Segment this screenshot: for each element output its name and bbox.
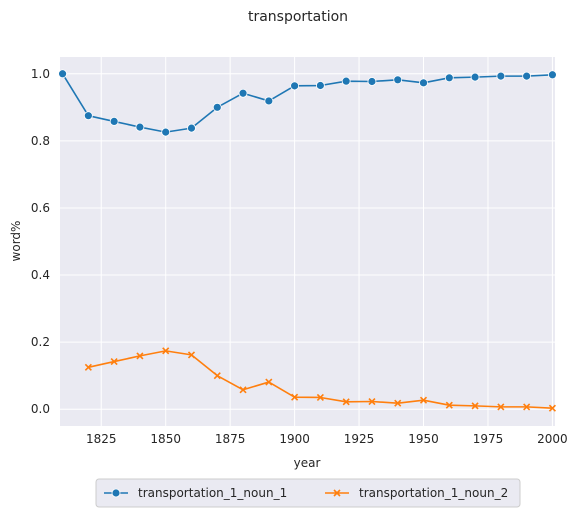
legend-item: transportation_1_noun_1 [104,486,287,500]
data-point [522,71,532,81]
plot-area [60,57,555,426]
x-tick-label: 1950 [408,432,439,446]
data-point [341,76,351,86]
legend-item: transportation_1_noun_2 [325,486,508,500]
y-tick-label: 0.6 [31,201,50,215]
data-point [315,81,325,90]
legend-marker [333,489,341,497]
x-tick-label: 1850 [150,432,181,446]
x-tick-label: 1975 [473,432,504,446]
x-tick-label: 2000 [537,432,568,446]
legend: transportation_1_noun_1 transportation_1_… [95,478,521,508]
legend-marker [111,488,121,498]
data-point [419,396,428,404]
x-axis-label: year [294,456,321,470]
x-tick-label: 1900 [279,432,310,446]
y-tick-label: 0.0 [31,402,50,416]
data-point [187,123,196,133]
data-point [367,77,377,86]
x-tick-label: 1925 [344,432,375,446]
data-point [110,358,118,366]
data-point [290,81,300,91]
series-layer [58,69,557,412]
data-point [238,88,248,98]
data-point [523,403,531,411]
data-point [471,402,479,410]
series-transportation_1_noun_1 [58,69,557,137]
data-point [548,404,556,412]
data-point [136,352,144,360]
data-point [213,372,221,380]
data-point [84,363,92,371]
data-point [187,351,196,359]
legend-box [95,478,521,508]
data-point [162,347,170,355]
legend-label: transportation_1_noun_2 [359,486,508,500]
y-tick-label: 0.2 [31,335,50,349]
y-tick-label: 0.4 [31,268,50,282]
series-transportation_1_noun_2 [84,347,556,412]
data-point [109,117,119,126]
data-point [368,397,376,406]
data-point [444,73,454,83]
data-point [291,393,299,401]
data-point [265,378,273,386]
data-point [264,96,274,106]
data-point [470,72,480,82]
data-point [548,70,557,80]
chart-title: transportation [248,9,348,25]
y-axis-label: word% [9,221,23,262]
legend-label: transportation_1_noun_1 [138,486,287,500]
y-tick-labels: 0.0 0.2 0.4 0.6 0.8 1.0 [31,67,50,416]
data-point [394,399,402,407]
data-point [239,386,247,394]
data-point [58,69,67,79]
x-tick-labels: 1825 1850 1875 1900 1925 1950 1975 2000 [86,432,568,446]
data-point [419,78,428,88]
data-point [497,403,505,411]
data-point [393,75,403,85]
data-point [342,398,350,406]
data-point [161,127,171,137]
data-point [212,102,222,112]
data-point [135,122,145,132]
data-point [316,393,324,402]
x-tick-label: 1875 [215,432,246,446]
y-tick-label: 1.0 [31,67,50,81]
data-point [496,71,506,81]
x-tick-label: 1825 [86,432,117,446]
data-point [83,111,93,121]
data-point [445,401,453,409]
y-tick-label: 0.8 [31,134,50,148]
